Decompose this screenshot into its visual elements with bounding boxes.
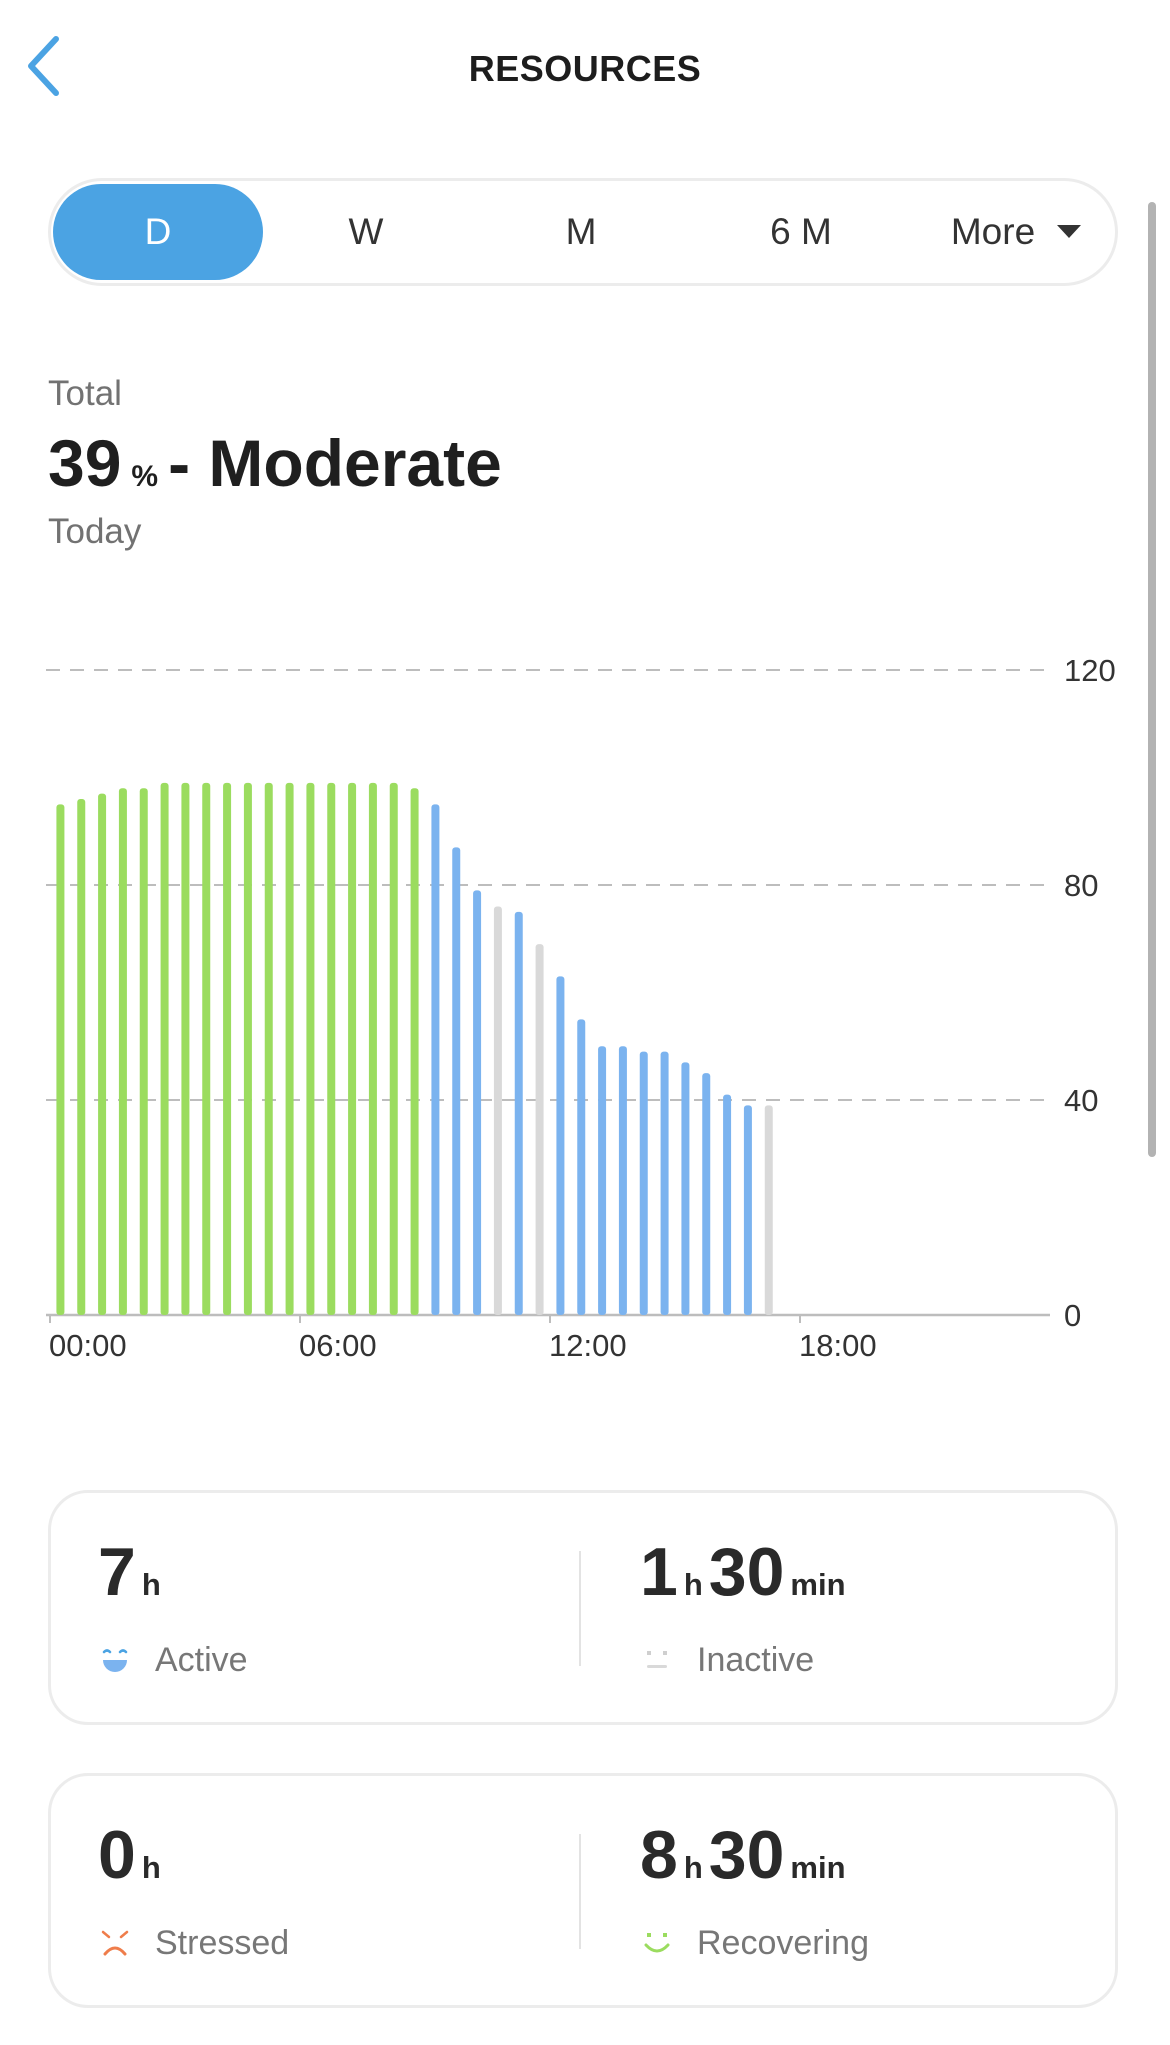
recovering-duration: 8 h30 min	[640, 1816, 852, 1894]
resource-status: - Moderate	[168, 426, 502, 500]
y-tick-label: 80	[1064, 868, 1098, 903]
chart-bar	[306, 782, 315, 1315]
total-percentage: 39	[48, 426, 122, 500]
chart-bar	[56, 804, 65, 1315]
chart-bar	[702, 1073, 711, 1315]
more-dropdown[interactable]: More	[921, 184, 1111, 280]
inactive-label: Inactive	[697, 1641, 815, 1679]
resources-bar-chart: 0 40 80 120 00:00 06:00 12:00 18:00	[46, 653, 1116, 1360]
chart-bar	[473, 890, 482, 1315]
y-tick-label: 40	[1064, 1083, 1098, 1118]
chart-bar	[493, 906, 502, 1315]
x-tick-label: 18:00	[799, 1328, 877, 1360]
chart-bar	[577, 1019, 586, 1315]
recovering-hours: 8	[640, 1817, 678, 1893]
chevron-left-icon	[28, 36, 59, 96]
card-divider	[579, 1551, 581, 1666]
chart-bar	[139, 788, 148, 1315]
tab-day[interactable]: D	[53, 184, 263, 280]
chart-bar	[285, 782, 294, 1315]
chart-bar	[764, 1105, 773, 1315]
minutes-unit: min	[790, 1567, 846, 1602]
chart-bar	[202, 782, 211, 1315]
recovering-face-icon	[644, 1933, 670, 1953]
tab-week[interactable]: W	[348, 211, 384, 252]
chart-bar	[160, 782, 169, 1315]
chart-bar	[410, 788, 419, 1315]
stressed-label: Stressed	[155, 1924, 290, 1962]
chart-bar	[98, 793, 107, 1315]
percent-unit: %	[131, 460, 159, 493]
x-tick-label: 12:00	[549, 1328, 627, 1360]
inactive-minutes: 30	[708, 1534, 785, 1610]
chart-bar	[389, 782, 398, 1315]
chart-bar	[77, 799, 86, 1315]
caret-down-icon	[1057, 224, 1082, 238]
chart-bar	[618, 1046, 627, 1315]
chart-bar	[452, 847, 461, 1315]
active-hours: 7	[98, 1534, 136, 1610]
x-tick-label: 06:00	[299, 1328, 377, 1360]
back-button[interactable]	[20, 30, 80, 100]
inactive-face-icon	[647, 1651, 667, 1668]
card-divider	[579, 1834, 581, 1949]
chart-bar	[327, 782, 336, 1315]
x-tick-label: 00:00	[49, 1328, 127, 1360]
chart-bar	[514, 911, 523, 1315]
tab-six-months[interactable]: 6 M	[770, 211, 832, 252]
tab-month[interactable]: M	[565, 211, 597, 252]
hours-unit: h	[141, 1850, 161, 1885]
chart-bar	[723, 1094, 732, 1315]
total-label: Total	[48, 374, 122, 413]
y-tick-label: 0	[1064, 1298, 1081, 1333]
stressed-face-icon	[101, 1930, 129, 1956]
recovering-label: Recovering	[697, 1924, 869, 1962]
chart-bar	[681, 1062, 690, 1315]
chart-bar	[431, 804, 440, 1315]
page-title: RESOURCES	[468, 48, 702, 89]
inactive-duration: 1 h30 min	[640, 1533, 852, 1611]
chart-bar	[223, 782, 232, 1315]
more-label: More	[950, 211, 1036, 252]
chart-bar	[181, 782, 190, 1315]
chart-bar	[243, 782, 252, 1315]
total-value: 39% - Moderate	[48, 425, 502, 501]
chart-bar	[660, 1051, 669, 1315]
header: RESOURCES	[0, 0, 1170, 140]
chart-bar	[598, 1046, 607, 1315]
chart-bar	[743, 1105, 752, 1315]
recovering-minutes: 30	[708, 1817, 785, 1893]
chart-bar	[535, 944, 544, 1315]
chart-bar	[118, 788, 127, 1315]
inactive-hours: 1	[640, 1534, 678, 1610]
chart-bar	[348, 782, 357, 1315]
chart-bar	[368, 782, 377, 1315]
stressed-hours: 0	[98, 1817, 136, 1893]
hours-unit: h	[683, 1567, 703, 1602]
minutes-unit: min	[790, 1850, 846, 1885]
chart-bar	[556, 976, 565, 1315]
chart-bar	[639, 1051, 648, 1315]
hours-unit: h	[683, 1850, 703, 1885]
y-tick-label: 120	[1064, 653, 1116, 688]
active-label: Active	[155, 1641, 248, 1679]
chart-bar	[264, 782, 273, 1315]
period-selector: D W M 6 M More	[48, 178, 1118, 286]
active-face-icon	[102, 1649, 128, 1672]
period-label: Today	[48, 512, 142, 551]
hours-unit: h	[141, 1567, 161, 1602]
scrollbar[interactable]	[1148, 202, 1156, 1157]
